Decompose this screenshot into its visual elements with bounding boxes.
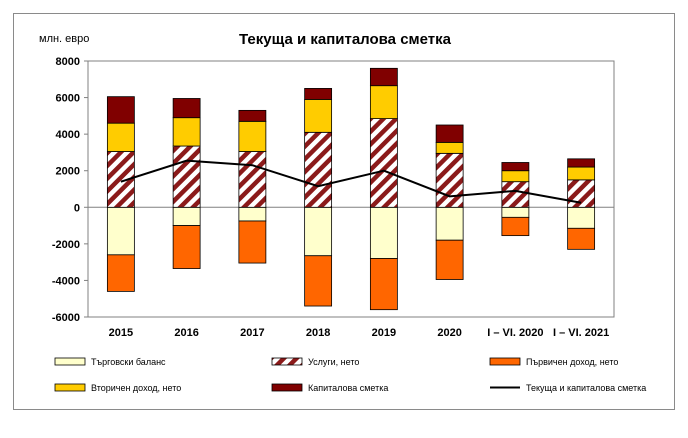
bar-Капиталова-сметка-0 — [106, 96, 135, 124]
y-tick-label: -2000 — [52, 239, 80, 251]
axes-group: -6000 -4000 -2000 0 2000 4000 6000 8000 — [52, 56, 615, 324]
y-tick-label: 8000 — [56, 56, 80, 68]
bar-Първичен-доход-нето-6 — [501, 216, 530, 237]
bar-Търговски-баланс-0 — [106, 206, 135, 256]
y-tick-label: 6000 — [56, 93, 80, 105]
bar-Търговски-баланс-1 — [172, 206, 201, 226]
x-tick-label: 2019 — [372, 327, 396, 339]
legend-swatch — [489, 357, 521, 366]
x-tick-label: 2018 — [306, 327, 330, 339]
bar-Търговски-баланс-7 — [567, 206, 596, 229]
x-tick-label: 2020 — [437, 327, 461, 339]
bar-Вторичен-доход-нето-6 — [501, 170, 530, 183]
bar-Търговски-баланс-5 — [435, 206, 464, 241]
legend-swatch — [54, 383, 86, 392]
chart-frame: Текуща и капиталова сметка млн. евро -60… — [13, 13, 675, 410]
x-tick-label: I – VI. 2020 — [487, 327, 543, 339]
bar-Първичен-доход-нето-0 — [106, 254, 135, 292]
bar-Капиталова-сметка-6 — [501, 162, 530, 172]
line-series — [120, 159, 582, 204]
bar-Капиталова-сметка-7 — [567, 158, 596, 168]
legend-label: Първичен доход, нето — [526, 357, 618, 367]
line-group — [120, 159, 582, 204]
legend-label: Търговски баланс — [91, 357, 166, 367]
bar-Вторичен-доход-нето-3 — [304, 99, 333, 133]
x-tick-label: 2017 — [240, 327, 264, 339]
y-tick-label: 4000 — [56, 129, 80, 141]
bar-Услуги-нето-7 — [567, 179, 596, 208]
bar-Първичен-доход-нето-7 — [567, 227, 596, 250]
legend-swatch — [271, 383, 303, 392]
bar-Капиталова-сметка-4 — [369, 67, 398, 87]
x-tick-label: I – VI. 2021 — [553, 327, 609, 339]
legend-label: Капиталова сметка — [308, 383, 388, 393]
y-tick-label: 0 — [74, 202, 80, 214]
bar-Капиталова-сметка-5 — [435, 124, 464, 143]
bar-Търговски-баланс-4 — [369, 206, 398, 259]
legend-label: Вторичен доход, нето — [91, 383, 181, 393]
x-tick-labels: 2015 2016 2017 2018 2019 2020 I – VI. 2020 I – … — [109, 327, 610, 339]
legend-label: Услуги, нето — [308, 357, 359, 367]
chart-svg: Текуща и капиталова сметка млн. евро -60… — [39, 31, 646, 393]
bars-group — [106, 67, 596, 311]
bar-Вторичен-доход-нето-4 — [369, 85, 398, 120]
bar-Услуги-нето-2 — [238, 151, 267, 208]
bar-Услуги-нето-1 — [172, 145, 201, 208]
bar-Първичен-доход-нето-1 — [172, 225, 201, 269]
bar-Услуги-нето-4 — [369, 118, 398, 208]
bar-Търговски-баланс-6 — [501, 206, 530, 218]
legend-swatch — [271, 357, 303, 366]
legend-label: Текуща и капиталова сметка — [526, 383, 646, 393]
bar-Първичен-доход-нето-5 — [435, 239, 464, 280]
bar-Капиталова-сметка-3 — [304, 88, 333, 100]
bar-Капиталова-сметка-1 — [172, 98, 201, 119]
y-axis-unit-label: млн. евро — [39, 33, 89, 45]
bar-Първичен-доход-нето-2 — [238, 220, 267, 264]
bar-Вторичен-доход-нето-7 — [567, 166, 596, 181]
legend: Търговски баланс Услуги, нето Първичен дох… — [54, 357, 646, 393]
bar-Услуги-нето-6 — [501, 181, 530, 208]
bar-Вторичен-доход-нето-1 — [172, 117, 201, 147]
bar-Търговски-баланс-2 — [238, 206, 267, 222]
chart-title: Текуща и капиталова сметка — [239, 31, 452, 48]
bar-Вторичен-доход-нето-5 — [435, 141, 464, 154]
bar-Търговски-баланс-3 — [304, 206, 333, 257]
bar-Капиталова-сметка-2 — [238, 109, 267, 122]
plot-area-border — [87, 60, 615, 318]
bar-Услуги-нето-3 — [304, 131, 333, 208]
bar-Вторичен-доход-нето-2 — [238, 120, 267, 152]
bar-Първичен-доход-нето-4 — [369, 258, 398, 311]
y-tick-label: 2000 — [56, 166, 80, 178]
y-tick-label: -4000 — [52, 275, 80, 287]
y-tick-label: -6000 — [52, 312, 80, 324]
bar-Първичен-доход-нето-3 — [304, 255, 333, 307]
x-tick-label: 2015 — [109, 327, 133, 339]
x-tick-label: 2016 — [174, 327, 198, 339]
bar-Услуги-нето-5 — [435, 152, 464, 208]
bar-Вторичен-доход-нето-0 — [106, 122, 135, 152]
legend-swatch — [54, 357, 86, 366]
